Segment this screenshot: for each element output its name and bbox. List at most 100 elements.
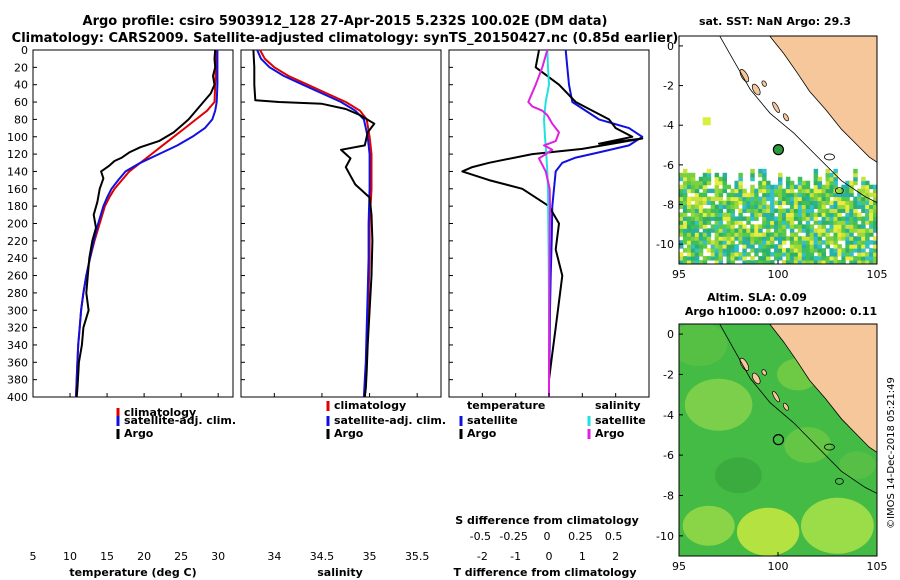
sst-pixel [849,200,854,206]
sla-map-field: 95 100 105 0 -2 -4 -6 -8 -10 [656,324,888,573]
sst-pixel [679,192,684,198]
sst-pixel [686,220,692,225]
sst-pixel [698,212,704,217]
sst-pixel [797,184,803,190]
sst-pixel [849,264,853,268]
sst-pixel [742,188,747,194]
sst-pixel [754,252,759,257]
sst-pixel [845,200,850,206]
temperature-diff-legend: temperature satellite Argo [459,399,545,440]
sst-pixel [722,240,728,245]
sst-pixel [837,196,842,202]
sst-pixel [821,228,827,233]
sst-pixel [702,224,708,229]
sst-pixel [706,168,712,174]
sst-pixel [861,204,866,209]
sst-pixel [742,264,746,268]
sst-pixel [853,220,858,225]
x-tick-label: 5 [30,550,37,563]
sst-pixel [797,240,803,245]
legend-label-argo: Argo [334,427,364,440]
sst-pixel [682,192,688,198]
sst-pixel [754,196,759,202]
sst-pixel [742,244,747,249]
sst-pixel [707,264,711,268]
sst-pixel [738,176,743,182]
sst-pixel [706,240,712,245]
sst-pixel [817,192,823,198]
top-tick-label: -0.25 [499,530,527,543]
sst-pixel [682,232,688,237]
sst-pixel [861,264,865,268]
sst-pixel [758,224,763,229]
sst-pixel [837,224,842,229]
sst-pixel [750,224,755,229]
sst-pixel [869,208,874,213]
sst-pixel [726,236,731,241]
sst-pixel [738,228,743,233]
sst-pixel [801,208,807,213]
sst-pixel [778,248,783,253]
sst-pixel [774,184,779,190]
sst-pixel [702,208,708,213]
sst-pixel [805,220,811,225]
sst-pixel [833,260,838,264]
temperature-legend: climatology satellite-adj. clim. Argo [116,406,236,440]
sst-pixel [861,188,866,194]
sst-pixel [734,236,739,241]
sst-pixel [789,204,795,209]
sst-pixel [833,236,838,241]
sst-pixel [837,244,842,249]
sst-pixel [726,216,731,221]
sst-pixel [809,204,815,209]
sst-pixel [873,196,877,202]
sst-pixel [714,192,720,198]
sst-pixel [809,256,815,261]
sst-pixel [690,188,696,194]
salinity-diff-legend: salinity satellite Argo [587,399,646,440]
sst-pixel [679,200,684,206]
sst-pixel [793,212,799,217]
sst-pixel [793,184,799,190]
sst-map-title: sat. SST: NaN Argo: 29.3 [699,15,851,28]
sst-pixel [817,220,823,225]
legend-label-temp-argo: Argo [467,427,497,440]
sst-pixel [785,252,791,257]
sst-pixel [726,256,731,261]
x-tick-label: 35.5 [405,550,430,563]
sst-pixel [746,240,751,245]
sst-pixel [793,192,799,198]
sst-pixel [702,200,708,206]
sst-pixel [781,248,787,253]
sst-pixel [873,252,877,257]
map-layers [679,324,877,556]
sst-pixel [694,196,700,202]
sst-pixel [781,208,787,213]
sst-pixel [837,248,842,253]
sst-pixel [793,216,799,221]
sst-pixel [845,232,850,237]
sst-pixel [734,248,739,253]
sst-pixel [694,224,700,229]
legend-label-climatology: climatology [124,406,196,419]
sst-pixel [718,188,724,194]
sst-pixel [873,204,877,209]
sst-pixel [710,208,716,213]
sst-pixel [778,208,783,213]
sst-pixel [698,248,704,253]
sst-pixel [849,244,854,249]
sst-pixel [873,220,877,225]
sst-pixel [770,184,775,190]
bathymetry-contour [834,187,844,195]
sst-pixel [690,260,696,264]
sst-pixel [686,200,692,206]
bathymetry-contour [719,324,877,494]
y-tick-label: 380 [7,374,28,387]
sst-pixel [746,192,751,198]
sst-pixel [698,240,704,245]
sst-pixel [695,264,699,268]
sst-pixel [845,204,850,209]
sst-pixel [702,244,708,249]
sst-pixel [758,188,763,194]
sst-pixel [758,212,763,217]
